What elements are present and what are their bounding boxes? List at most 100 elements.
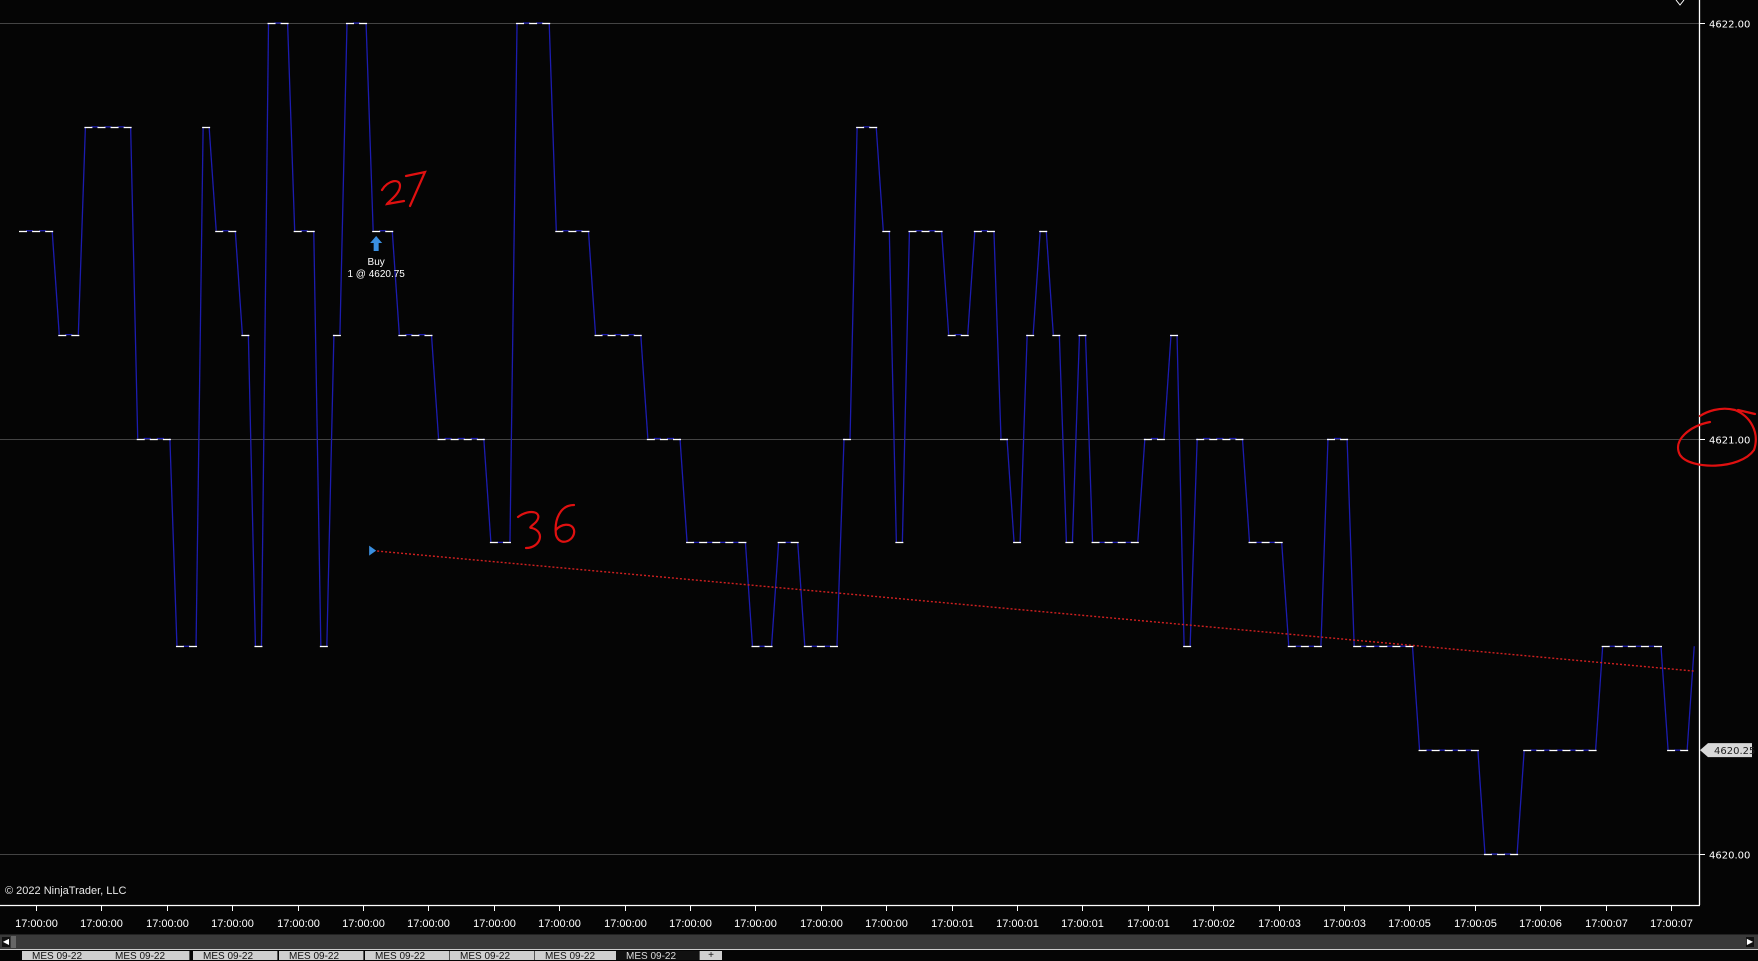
time-tick-label: 17:00:03 xyxy=(1323,918,1366,930)
last-price-label: 4620.25 xyxy=(1714,746,1755,757)
price-segment xyxy=(77,126,87,335)
price-segment xyxy=(1045,230,1054,335)
price-chart[interactable]: Buy 1 @ 4620.75 4622.00 4621.00 4620.00 17… xyxy=(0,0,1758,932)
time-tick-label: 17:00:00 xyxy=(604,918,647,930)
time-tick-label: 17:00:07 xyxy=(1585,918,1628,930)
instrument-tab-bar: MES 09-22 MES 09-22 MES 09-22 MES 09-22 MES … xyxy=(0,949,1758,961)
instrument-tab[interactable]: MES 09-22 xyxy=(616,951,700,960)
price-segment xyxy=(1006,438,1015,543)
instrument-tab[interactable]: MES 09-22 xyxy=(450,951,535,960)
price-segment xyxy=(391,230,400,335)
price-segment xyxy=(195,126,204,647)
price-segment xyxy=(51,230,60,335)
instrument-tab[interactable]: MES 09-22 xyxy=(105,951,190,960)
price-segment xyxy=(587,230,597,335)
time-tick-label: 17:00:00 xyxy=(669,918,712,930)
time-axis[interactable]: 17:00:00 17:00:00 17:00:00 17:00:00 17:00:00… xyxy=(15,906,1693,930)
price-segment xyxy=(1594,646,1604,751)
annotation-ellipse xyxy=(1677,407,1757,467)
price-segment xyxy=(1477,750,1486,855)
price-segment xyxy=(888,230,898,543)
trendline-segment xyxy=(373,549,1696,672)
price-segment xyxy=(993,230,1002,439)
price-segment xyxy=(208,126,217,231)
instrument-tab[interactable]: MES 09-22 xyxy=(535,951,620,960)
arrow-up-icon xyxy=(370,236,383,251)
time-tick-label: 17:00:00 xyxy=(211,918,254,930)
price-segment xyxy=(940,230,950,335)
price-segment xyxy=(548,22,557,231)
price-segment xyxy=(797,542,806,647)
corner-glyph-icon xyxy=(1675,0,1685,6)
execution-label: Buy xyxy=(368,257,385,268)
price-segment xyxy=(1084,334,1094,543)
price-tick-label: 4622.00 xyxy=(1709,20,1750,31)
instrument-tab[interactable]: MES 09-22 xyxy=(193,951,278,960)
time-tick-label: 17:00:00 xyxy=(146,918,189,930)
bar-markers xyxy=(19,22,1689,856)
instrument-tab[interactable]: MES 09-22 xyxy=(365,951,450,960)
price-segment xyxy=(1189,438,1198,647)
copyright-notice: © 2022 NinjaTrader, LLC xyxy=(5,885,127,897)
handwritten-annotations xyxy=(380,170,1757,550)
price-segment xyxy=(509,22,518,543)
price-segment xyxy=(1176,334,1185,647)
time-tick-label: 17:00:00 xyxy=(734,918,777,930)
horizontal-scrollbar[interactable]: ◀ ▶ xyxy=(0,934,1758,949)
price-segment xyxy=(679,438,688,543)
price-segment xyxy=(247,334,257,647)
price-segment xyxy=(339,22,348,335)
add-tab-button[interactable]: + xyxy=(700,951,722,961)
price-segment xyxy=(770,542,780,647)
price-segment xyxy=(1686,646,1695,751)
price-segment xyxy=(365,22,374,231)
scroll-right-icon[interactable]: ▶ xyxy=(1746,937,1754,947)
instrument-tab[interactable]: MES 09-22 xyxy=(279,951,364,960)
last-price-marker: 4620.25 xyxy=(1700,743,1755,758)
price-segment xyxy=(430,334,440,439)
execution-detail: 1 @ 4620.75 xyxy=(347,269,405,280)
time-tick-label: 17:00:00 xyxy=(80,918,123,930)
price-segment xyxy=(129,126,139,439)
price-tick-label: 4621.00 xyxy=(1709,436,1750,447)
time-tick-label: 17:00:00 xyxy=(865,918,908,930)
price-segment xyxy=(169,438,178,647)
price-segment xyxy=(901,230,911,543)
price-segment xyxy=(286,22,296,231)
price-segment xyxy=(1660,646,1669,751)
time-tick-label: 17:00:00 xyxy=(342,918,385,930)
price-segment xyxy=(1137,438,1146,543)
annotation-27 xyxy=(380,170,427,208)
price-segment xyxy=(1058,334,1068,543)
instrument-tab[interactable]: MES 09-22 xyxy=(22,951,107,960)
price-series xyxy=(26,22,1695,855)
price-segment xyxy=(640,334,649,439)
price-segment xyxy=(1516,750,1525,855)
time-tick-label: 17:00:03 xyxy=(1258,918,1301,930)
price-segment xyxy=(875,126,884,231)
time-tick-label: 17:00:06 xyxy=(1519,918,1562,930)
price-segment xyxy=(313,230,322,647)
price-segment xyxy=(849,126,858,439)
price-segment xyxy=(326,334,335,647)
time-tick-label: 17:00:07 xyxy=(1650,918,1693,930)
price-segment xyxy=(234,230,244,335)
price-axis[interactable]: 4622.00 4621.00 4620.00 xyxy=(1700,20,1750,862)
price-segment xyxy=(1320,438,1329,647)
time-tick-label: 17:00:00 xyxy=(538,918,581,930)
trendline[interactable] xyxy=(369,545,1696,672)
scroll-left-icon[interactable]: ◀ xyxy=(2,937,10,947)
trendline-anchor-icon xyxy=(369,545,377,556)
time-tick-label: 17:00:00 xyxy=(407,918,450,930)
price-segment xyxy=(1346,438,1355,647)
buy-execution-marker[interactable]: Buy 1 @ 4620.75 xyxy=(347,236,405,280)
price-segment xyxy=(1019,334,1028,543)
time-tick-label: 17:00:00 xyxy=(473,918,516,930)
annotation-36 xyxy=(516,503,576,550)
price-segment xyxy=(1281,542,1290,647)
price-segment xyxy=(1241,438,1251,543)
price-segment xyxy=(1071,334,1081,543)
price-segment xyxy=(1411,646,1421,751)
scroll-thumb[interactable] xyxy=(11,936,16,948)
time-tick-label: 17:00:01 xyxy=(996,918,1039,930)
